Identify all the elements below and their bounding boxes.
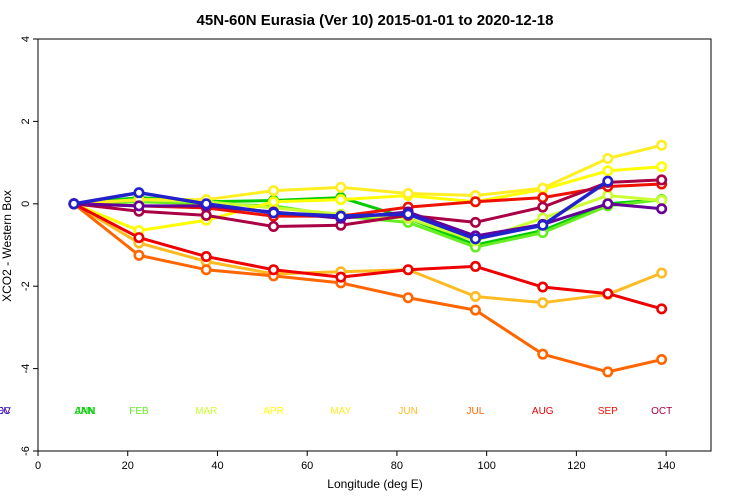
y-axis-label: XCO2 - Western Box <box>0 190 14 302</box>
data-point-nov <box>656 203 668 215</box>
data-point-dec <box>268 207 280 219</box>
x-tick-label: 60 <box>301 460 313 472</box>
data-point-aug <box>602 288 614 300</box>
y-tick-label: 2 <box>20 118 32 124</box>
x-tick-label: 140 <box>657 460 675 472</box>
data-point-dec <box>335 210 347 222</box>
data-point-jul <box>537 348 549 360</box>
data-point-jun <box>469 290 481 302</box>
data-point-dec <box>469 233 481 245</box>
data-point-oct <box>537 201 549 213</box>
data-point-dec <box>402 208 414 220</box>
data-point-jul <box>402 292 414 304</box>
data-point-apr <box>656 161 668 173</box>
legend-label-apr: APR <box>263 406 284 417</box>
data-point-apr <box>268 196 280 208</box>
x-axis-label: Longitude (deg E) <box>327 477 422 491</box>
data-point-jun <box>537 297 549 309</box>
data-point-aug <box>402 264 414 276</box>
data-point-oct <box>200 209 212 221</box>
x-tick-label: 20 <box>122 460 134 472</box>
data-point-may <box>268 185 280 197</box>
data-point-oct <box>268 220 280 232</box>
x-tick-label: 0 <box>35 460 41 472</box>
data-point-jul <box>133 249 145 261</box>
data-point-may <box>537 182 549 194</box>
legend-label-ann: ANN <box>74 406 95 417</box>
data-point-dec <box>602 175 614 187</box>
data-point-sep <box>469 196 481 208</box>
data-point-dec <box>133 187 145 199</box>
series-line-jul <box>72 202 662 374</box>
legend-label-sep: SEP <box>598 406 618 417</box>
legend-label-may: MAY <box>330 406 351 417</box>
series-layer <box>68 139 668 378</box>
series-line-oct <box>73 178 662 228</box>
series-line-aug <box>73 202 663 311</box>
data-point-dec <box>200 198 212 210</box>
legend-label-dec: DEC <box>0 406 11 417</box>
data-point-aug <box>537 281 549 293</box>
y-tick-label: -2 <box>20 281 32 291</box>
data-point-aug <box>200 251 212 263</box>
legend-label-aug: AUG <box>532 406 554 417</box>
y-tick-label: -6 <box>20 446 32 456</box>
x-tick-label: 40 <box>211 460 223 472</box>
y-tick-label: -4 <box>20 364 32 374</box>
data-point-nov <box>602 198 614 210</box>
data-point-aug <box>656 303 668 315</box>
data-point-apr <box>335 194 347 206</box>
data-point-may <box>402 188 414 200</box>
data-point-aug <box>335 271 347 283</box>
axes: 0 20 40 60 80 100 120 140 -6 -4 -2 0 2 4 <box>20 36 712 472</box>
x-tick-label: 100 <box>477 460 495 472</box>
x-tick-label: 120 <box>567 460 585 472</box>
series-line-apr <box>73 165 662 233</box>
legend-label-feb: FEB <box>129 406 149 417</box>
legend-label-jun: JUN <box>398 406 417 417</box>
data-point-nov <box>133 200 145 212</box>
data-point-jul <box>469 304 481 316</box>
plot-frame <box>37 38 712 452</box>
legend-label-mar: MAR <box>195 406 217 417</box>
data-point-dec <box>68 198 80 210</box>
data-point-jul <box>602 366 614 378</box>
data-point-jul <box>200 264 212 276</box>
chart-title: 45N-60N Eurasia (Ver 10) 2015-01-01 to 2… <box>197 12 554 29</box>
data-point-aug <box>268 264 280 276</box>
data-point-may <box>602 152 614 164</box>
data-point-sep <box>537 192 549 204</box>
legend-label-jan: JAN <box>75 406 94 417</box>
data-point-oct <box>469 216 481 228</box>
data-point-jul <box>656 354 668 366</box>
x-tick-label: 80 <box>391 460 403 472</box>
data-point-aug <box>133 232 145 244</box>
series-line-jun <box>73 202 663 305</box>
data-point-aug <box>469 260 481 272</box>
data-point-oct <box>656 174 668 186</box>
data-point-may <box>656 139 668 151</box>
legend-label-oct: OCT <box>651 406 672 417</box>
data-point-apr <box>602 165 614 177</box>
y-tick-label: 0 <box>20 201 32 207</box>
data-point-may <box>335 181 347 193</box>
legend-label-jul: JUL <box>467 406 485 417</box>
y-tick-label: 4 <box>20 36 32 42</box>
legend-label-nov: NOV <box>0 406 11 417</box>
data-point-jun <box>656 267 668 279</box>
data-point-dec <box>537 219 549 231</box>
